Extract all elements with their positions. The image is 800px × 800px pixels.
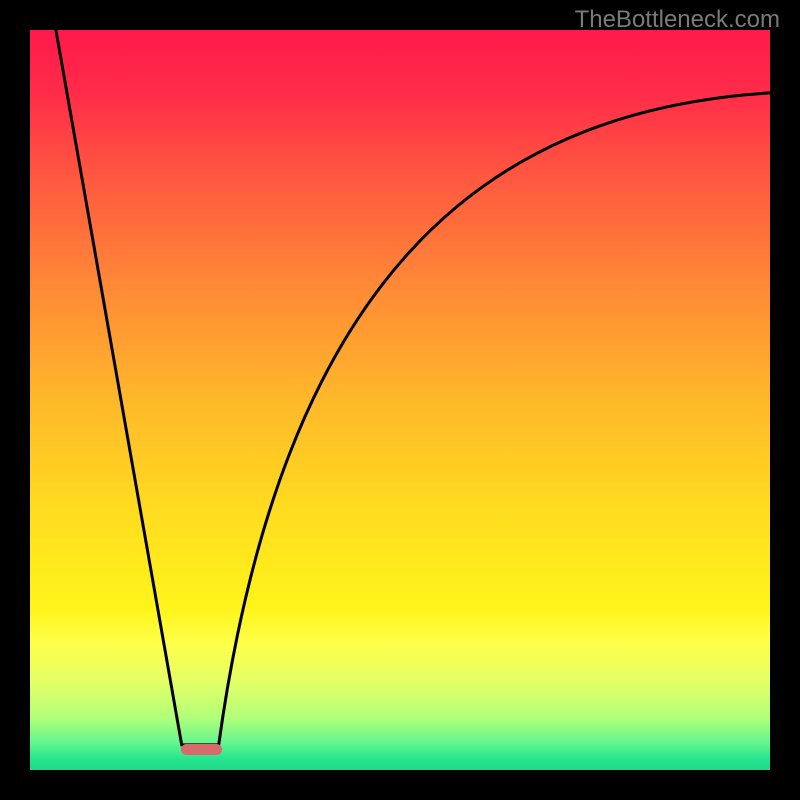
- plot-area: [30, 30, 770, 770]
- bottleneck-curve: [30, 30, 770, 770]
- chart-container: TheBottleneck.com: [0, 0, 800, 800]
- curve-path: [56, 30, 770, 745]
- optimal-marker: [181, 744, 222, 755]
